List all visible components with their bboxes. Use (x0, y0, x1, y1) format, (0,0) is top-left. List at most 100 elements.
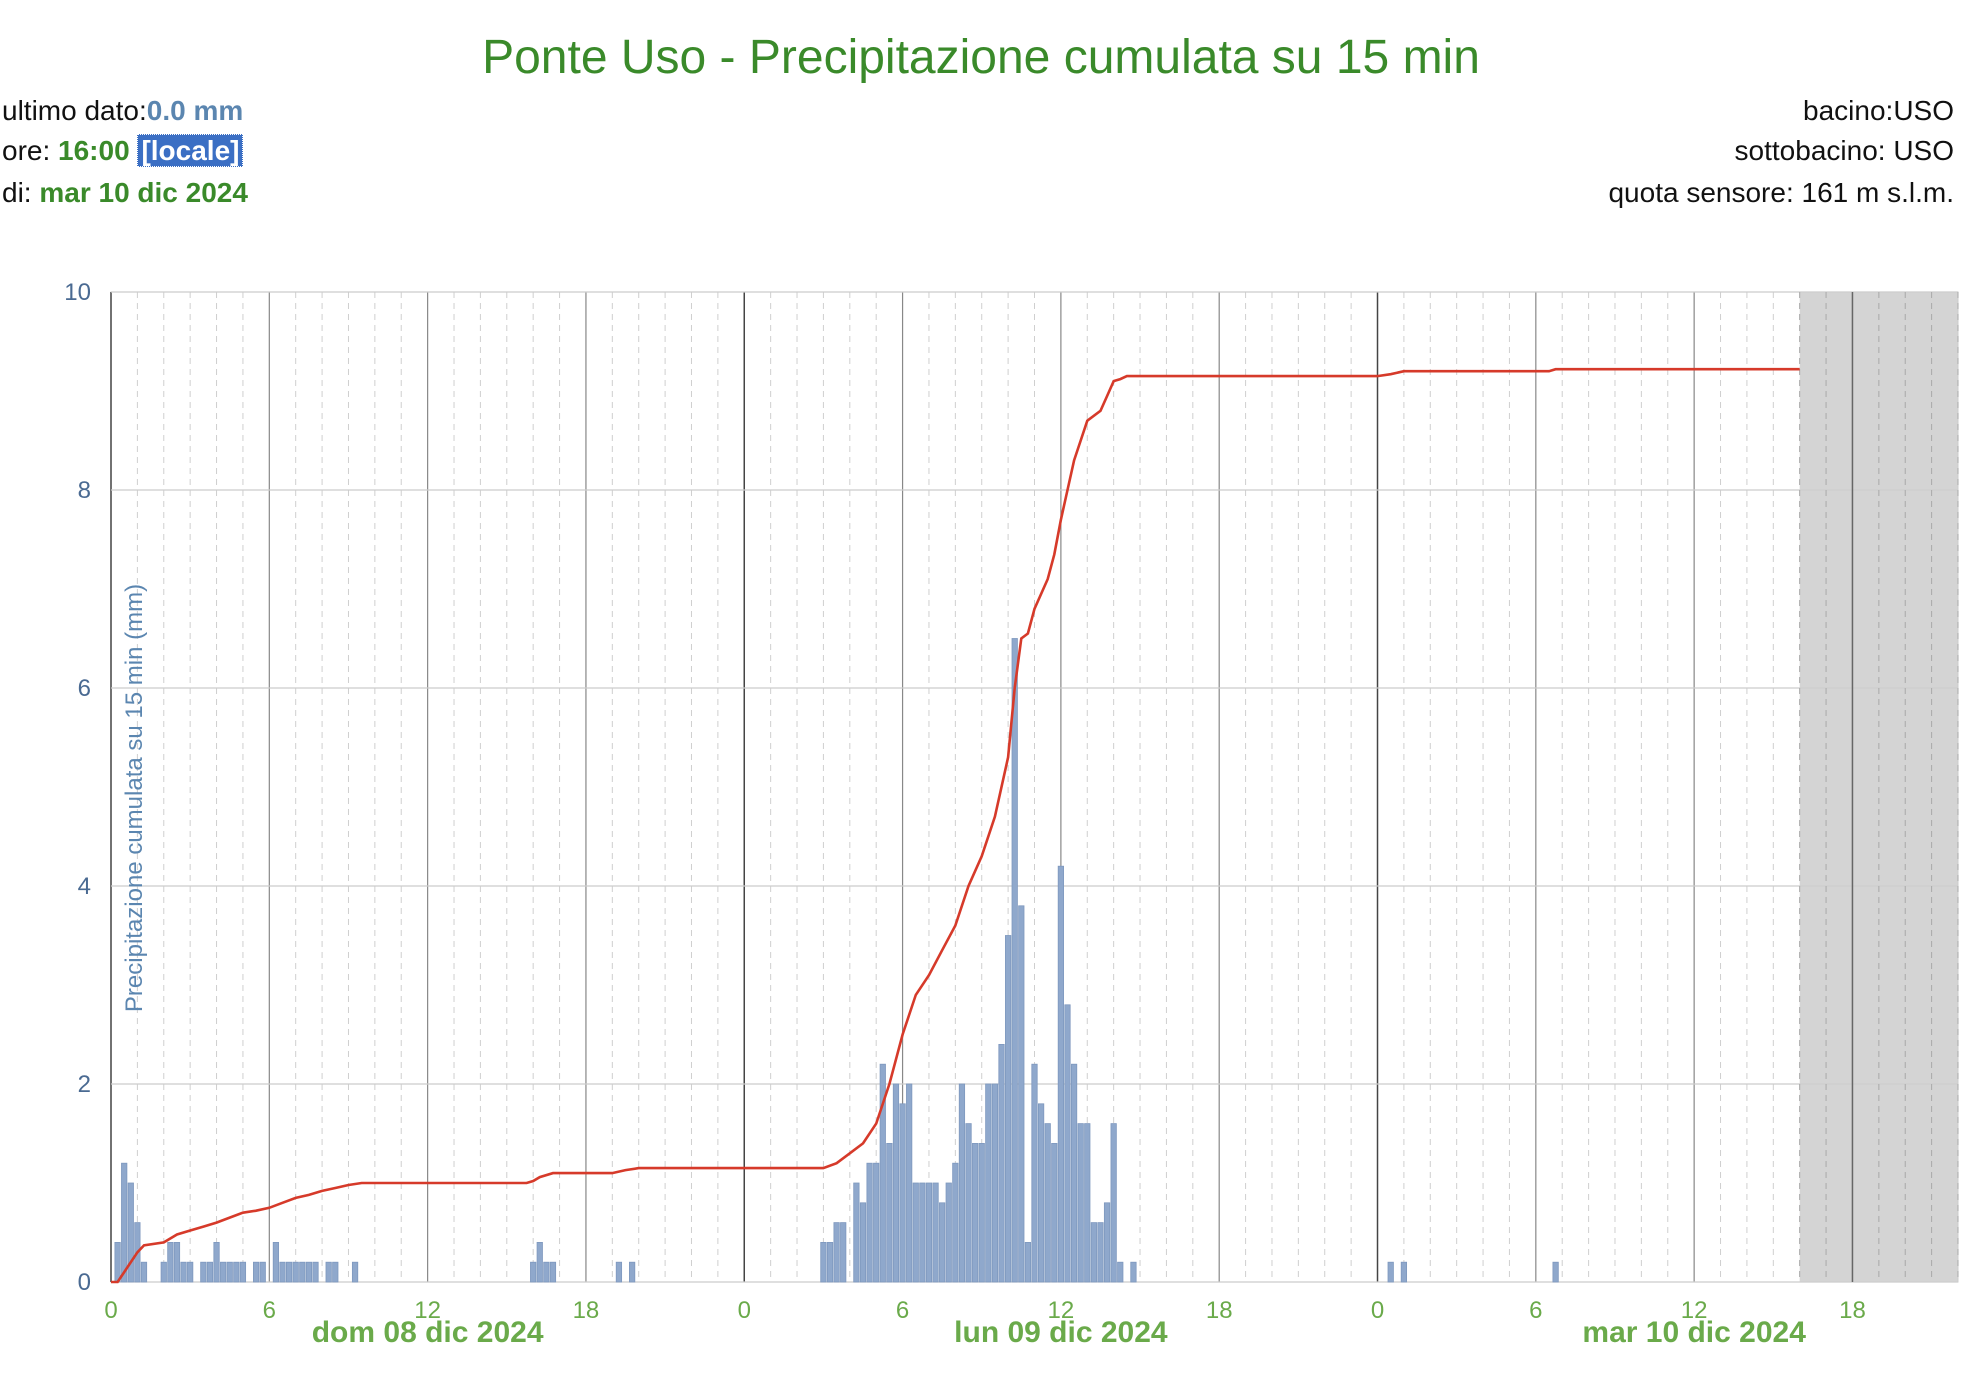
precip-bar (173, 1242, 181, 1283)
precip-bar (220, 1261, 227, 1283)
precip-bar (140, 1261, 148, 1283)
precip-bar (549, 1261, 557, 1283)
precip-bar (160, 1261, 167, 1283)
time-row: ore: 16:00 [locale] (2, 134, 244, 167)
precip-bar (226, 1261, 233, 1283)
precip-bar (873, 1162, 880, 1283)
precip-bar (952, 1162, 959, 1283)
x-tick-label: 18 (573, 1297, 600, 1324)
timezone-badge[interactable]: [locale] (137, 134, 244, 167)
precip-bar (187, 1261, 194, 1283)
y-tick-label: 6 (78, 675, 91, 702)
precip-bar (1077, 1123, 1084, 1283)
y-tick-label: 8 (78, 477, 91, 504)
precip-bar (939, 1202, 946, 1283)
precip-bar (351, 1261, 359, 1283)
precip-bar (886, 1143, 893, 1283)
precipitation-bars (114, 638, 1559, 1283)
no-data-region (1799, 292, 1959, 1282)
precip-bar (629, 1261, 636, 1283)
precip-bar (1005, 935, 1012, 1283)
precip-bar (1387, 1261, 1394, 1283)
y-tick-label: 4 (78, 873, 91, 900)
precip-bar (259, 1261, 266, 1283)
time-value: 16:00 (58, 135, 130, 166)
precip-bar (991, 1083, 999, 1283)
page-title: Ponte Uso - Precipitazione cumulata su 1… (482, 31, 1480, 84)
last-value: 0.0 mm (146, 95, 244, 126)
precip-bar (167, 1242, 174, 1283)
precip-bar (305, 1261, 312, 1283)
day-label: dom 08 dic 2024 (312, 1316, 544, 1349)
precip-bar (985, 1083, 992, 1283)
precip-bar (127, 1182, 134, 1283)
precip-bar (899, 1103, 906, 1283)
y-tick-label: 2 (78, 1071, 91, 1098)
precip-bar (820, 1242, 827, 1283)
precip-bar (1103, 1202, 1111, 1283)
precip-bar (1011, 638, 1018, 1283)
precip-bar (233, 1261, 240, 1283)
precip-bar (1130, 1261, 1137, 1283)
precip-bar (1400, 1261, 1408, 1283)
precip-bar (1037, 1103, 1045, 1283)
y-tick-label: 0 (78, 1269, 91, 1296)
precip-bar (1044, 1123, 1051, 1283)
precip-bar (945, 1182, 952, 1283)
precip-bar (1057, 865, 1064, 1283)
cumulative-line (111, 367, 1800, 1284)
last-value-label: ultimo dato: (2, 95, 147, 126)
x-tick-label: 6 (263, 1297, 276, 1324)
precip-bar (312, 1261, 319, 1283)
y-axis-title: Precipitazione cumulata su 15 min (mm) (121, 584, 148, 1012)
precipitation-chart: 0 2 4 6 8 10 0 6 12 18 0 6 12 18 0 6 12 18 dom 08 dic 2024… (64, 279, 1959, 1349)
precip-bar (1031, 1063, 1038, 1283)
precip-bar (272, 1242, 280, 1283)
precip-bar (530, 1261, 537, 1283)
altitude-label: quota sensore: 161 m s.l.m. (1608, 177, 1954, 208)
precip-bar (285, 1261, 293, 1283)
precip-bar (879, 1063, 886, 1283)
precip-bar (615, 1261, 623, 1283)
precip-bar (1064, 1004, 1071, 1283)
precip-bar (332, 1261, 339, 1283)
day-label: mar 10 dic 2024 (1582, 1316, 1806, 1349)
precip-bar (972, 1143, 979, 1283)
precip-bar (1084, 1123, 1091, 1283)
precip-bar (932, 1182, 939, 1283)
precip-bar (536, 1242, 543, 1283)
x-tick-label: 6 (896, 1297, 909, 1324)
cumulative-line-group (111, 367, 1800, 1284)
precip-bar (299, 1261, 306, 1283)
precip-bar (253, 1261, 260, 1283)
precip-bar (958, 1083, 966, 1283)
x-tick-label: 12 (1048, 1297, 1075, 1324)
precip-bar (1110, 1123, 1117, 1283)
date-row: di: mar 10 dic 2024 (2, 177, 248, 209)
precip-bar (292, 1261, 299, 1283)
precip-bar (866, 1162, 873, 1283)
precip-bar (213, 1242, 220, 1283)
y-tick-label: 10 (64, 279, 91, 306)
precip-bar (1024, 1242, 1032, 1283)
precip-bar (1018, 905, 1025, 1283)
precip-bar (1090, 1222, 1097, 1283)
precip-bar (906, 1083, 913, 1283)
precip-bar (965, 1123, 972, 1283)
axes: 0 2 4 6 8 10 0 6 12 18 0 6 12 18 0 6 12 18 dom 08 dic 2024… (64, 279, 1866, 1349)
precip-bar (1070, 1063, 1078, 1283)
precip-bar (840, 1222, 847, 1283)
precip-bar (859, 1202, 867, 1283)
x-tick-label: 0 (1371, 1297, 1384, 1324)
precip-bar (279, 1261, 286, 1283)
precip-bar (833, 1222, 840, 1283)
precip-bar (925, 1182, 933, 1283)
x-tick-label: 18 (1839, 1297, 1866, 1324)
precip-bar (206, 1261, 214, 1283)
x-tick-label: 12 (1681, 1297, 1708, 1324)
subbasin-label: sottobacino: USO (1734, 135, 1954, 166)
precip-bar (1117, 1261, 1124, 1283)
date-value: mar 10 dic 2024 (39, 177, 248, 208)
precip-bar (239, 1261, 247, 1283)
precip-bar (1552, 1261, 1559, 1283)
